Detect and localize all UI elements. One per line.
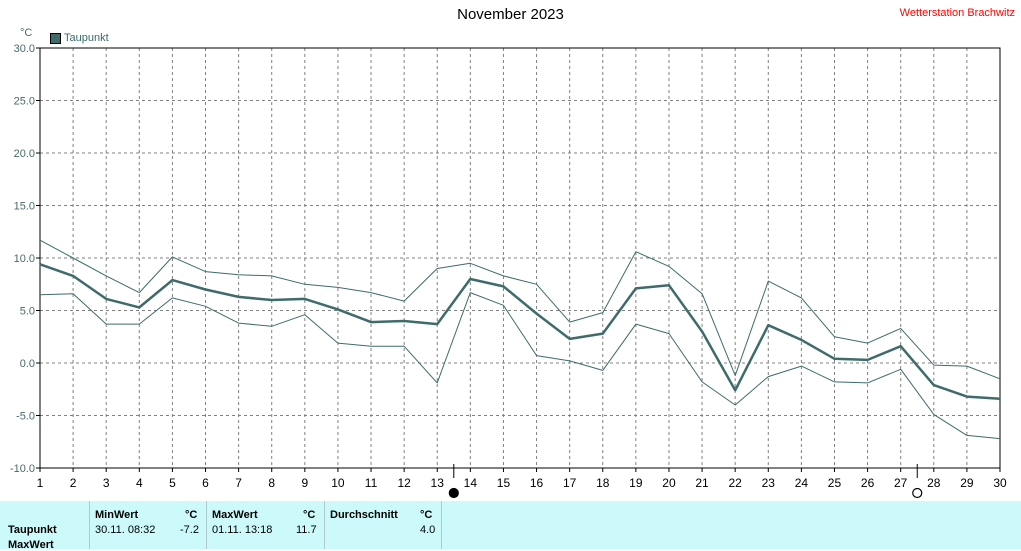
row-label-2: MaxWert	[8, 539, 54, 551]
x-tick-label: 26	[861, 476, 875, 490]
x-tick-label: 14	[464, 476, 478, 490]
grid	[40, 48, 1000, 468]
x-tick-label: 16	[530, 476, 544, 490]
x-tick-label: 5	[169, 476, 176, 490]
y-tick-label: 5.0	[20, 306, 35, 318]
stats-separator	[324, 501, 325, 549]
station-name: Wetterstation Brachwitz	[899, 7, 1015, 19]
y-tick-label: 25.0	[14, 96, 35, 108]
min-time: 30.11. 08:32	[95, 524, 156, 536]
max-value: 11.7	[296, 524, 317, 536]
x-tick-label: 22	[728, 476, 742, 490]
x-tick-label: 29	[960, 476, 974, 490]
y-tick-label: -10.0	[10, 463, 35, 475]
legend-label: Taupunkt	[64, 32, 109, 44]
series-line-min	[39, 292, 1001, 440]
x-tick-label: 1	[37, 476, 44, 490]
x-tick-label: 2	[70, 476, 77, 490]
avg-header: Durchschnitt	[330, 509, 398, 521]
stats-separator	[206, 501, 207, 549]
row-label: Taupunkt	[8, 524, 57, 536]
x-tick-label: 18	[596, 476, 610, 490]
x-tick-label: 25	[828, 476, 842, 490]
stats-separator	[441, 501, 442, 549]
x-tick-label: 30	[993, 476, 1007, 490]
min-unit: °C	[185, 509, 198, 521]
max-header: MaxWert	[212, 509, 258, 521]
min-header: MinWert	[95, 509, 139, 521]
moon-markers	[448, 464, 923, 499]
max-unit: °C	[303, 509, 316, 521]
x-tick-label: 19	[629, 476, 643, 490]
y-tick-label: 0.0	[20, 358, 35, 370]
x-tick-label: 24	[795, 476, 809, 490]
stats-table: MinWert °C MaxWert °C Durchschnitt °C Ta…	[0, 501, 1021, 551]
x-tick-label: 11	[365, 476, 378, 490]
x-tick-label: 6	[202, 476, 209, 490]
plot-frame	[39, 47, 1001, 469]
y-tick-label: 20.0	[14, 148, 35, 160]
x-tick-label: 17	[563, 476, 577, 490]
max-time: 01.11. 13:18	[212, 524, 273, 536]
y-tick-label: 15.0	[14, 201, 35, 213]
x-tick-label: 15	[497, 476, 511, 490]
avg-value: 4.0	[420, 524, 436, 536]
x-tick-label: 7	[235, 476, 242, 490]
series-line-mean	[39, 263, 1001, 400]
x-tick-label: 13	[431, 476, 445, 490]
x-tick-label: 4	[136, 476, 143, 490]
series-line-max	[39, 239, 1001, 380]
chart: 1 2 3 4 5 6 7 8 9 10 11 12 13 14 15 16 17 18 19 20 21 22 23 24 2…	[10, 43, 1007, 499]
x-tick-label: 27	[894, 476, 908, 490]
x-tick-label: 21	[695, 476, 709, 490]
chart-title: November 2023	[457, 6, 564, 23]
stats-separator	[89, 501, 90, 549]
y-tick-label: -5.0	[16, 411, 35, 423]
x-tick-label: 28	[927, 476, 941, 490]
new-moon-icon	[448, 487, 459, 499]
y-axis-unit: °C	[20, 27, 33, 39]
y-tick-label: 30.0	[14, 43, 35, 55]
x-tick-label: 8	[268, 476, 275, 490]
x-tick-label: 10	[331, 476, 345, 490]
y-tick-label: 10.0	[14, 253, 35, 265]
min-value: -7.2	[180, 524, 199, 536]
x-tick-label: 12	[397, 476, 411, 490]
avg-unit: °C	[420, 509, 433, 521]
legend: Taupunkt	[50, 32, 109, 44]
full-moon-icon	[912, 487, 923, 499]
legend-swatch	[50, 32, 61, 44]
x-tick-label: 23	[762, 476, 776, 490]
x-tick-label: 3	[103, 476, 110, 490]
x-tick-label: 9	[301, 476, 308, 490]
series	[39, 239, 1001, 440]
axes: 1 2 3 4 5 6 7 8 9 10 11 12 13 14 15 16 17 18 19 20 21 22 23 24 2…	[10, 43, 1007, 490]
x-tick-label: 20	[662, 476, 676, 490]
